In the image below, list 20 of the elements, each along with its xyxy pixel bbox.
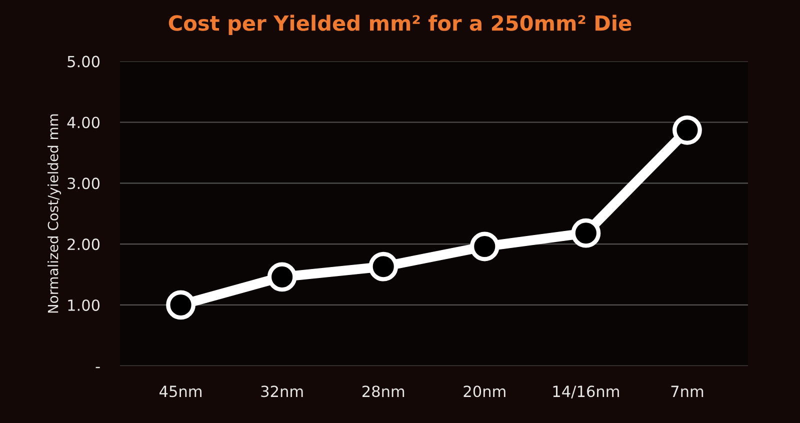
- x-tick-label: 7nm: [671, 386, 704, 397]
- x-tick-label: 32nm: [261, 386, 303, 398]
- point: [571, 218, 601, 248]
- x-tick-label: 45nm: [160, 386, 202, 398]
- x-tick-label: 14/16nm: [553, 386, 619, 398]
- y-tick-label: 3.00: [68, 178, 100, 190]
- x-tick-label: 28nm: [362, 386, 404, 398]
- point: [267, 262, 297, 292]
- y-tick-label: 2.00: [68, 238, 100, 250]
- y-tick-label: 5.00: [68, 56, 100, 68]
- point: [672, 115, 702, 145]
- x-tick-label: 20nm: [464, 386, 506, 398]
- y-axis-title: Normalized Cost/yielded mm: [48, 114, 61, 313]
- point: [470, 232, 500, 262]
- y-tick-label: -: [96, 366, 100, 368]
- point: [166, 290, 196, 320]
- point: [368, 252, 398, 282]
- chart-title: Cost per Yielded mm² for a 250mm² Die: [168, 14, 632, 35]
- y-tick-label: 1.00: [68, 299, 100, 312]
- y-tick-label: 4.00: [67, 116, 100, 128]
